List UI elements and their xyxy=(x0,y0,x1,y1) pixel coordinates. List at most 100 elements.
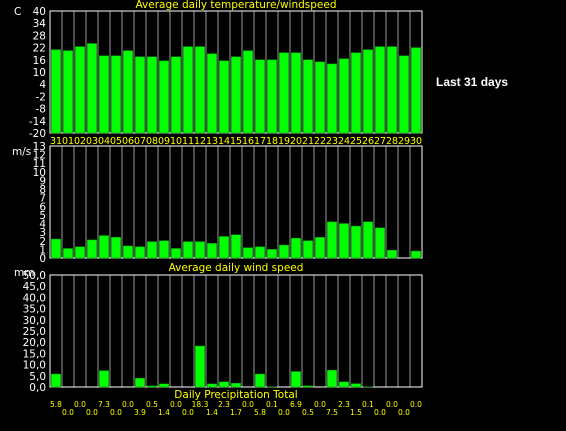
precip-value-label: 0.0 xyxy=(242,400,254,409)
y-tick-label: 0,0 xyxy=(29,382,46,394)
precip-value-label: 6.9 xyxy=(290,400,302,409)
bar xyxy=(315,62,324,133)
bar xyxy=(303,241,312,258)
precip-value-label: 7.3 xyxy=(98,400,110,409)
bar xyxy=(351,226,360,258)
bar xyxy=(207,384,216,387)
precip-value-label: 0.0 xyxy=(374,408,386,417)
date-label: 15 xyxy=(230,136,242,147)
y-axis-label: m/s xyxy=(12,146,31,158)
date-label: 22 xyxy=(314,136,326,147)
bar xyxy=(291,53,300,133)
date-label: 31 xyxy=(50,136,62,147)
date-label: 01 xyxy=(62,136,74,147)
bar xyxy=(135,57,144,133)
precip-value-label: 0.0 xyxy=(74,400,86,409)
y-tick-label: 4 xyxy=(39,79,46,91)
precip-value-label: 0.0 xyxy=(314,400,326,409)
bar xyxy=(135,378,144,387)
y-tick-label: 40 xyxy=(33,6,46,18)
y-tick-label: 45,0 xyxy=(23,281,46,293)
y-tick-label: -20 xyxy=(29,128,46,140)
y-tick-label: 22 xyxy=(33,43,46,55)
bar xyxy=(327,370,336,387)
bar xyxy=(219,236,228,258)
bar xyxy=(195,346,204,387)
bar xyxy=(51,374,60,387)
bar xyxy=(99,236,108,258)
plot-border-3 xyxy=(50,275,422,387)
bar xyxy=(111,56,120,133)
bar xyxy=(267,60,276,133)
bar xyxy=(195,47,204,133)
date-label: 29 xyxy=(398,136,410,147)
bar xyxy=(231,383,240,387)
bar xyxy=(75,47,84,133)
chart-title: Average daily temperature/windspeed xyxy=(135,0,336,11)
bar xyxy=(171,249,180,258)
bar xyxy=(159,241,168,258)
bar xyxy=(243,248,252,258)
bar xyxy=(123,246,132,258)
bar xyxy=(219,382,228,387)
bar xyxy=(351,384,360,387)
y-tick-label: 25,0 xyxy=(23,326,46,338)
precip-value-label: 1.4 xyxy=(206,408,218,417)
date-label: 27 xyxy=(374,136,386,147)
date-label: 20 xyxy=(290,136,302,147)
bar xyxy=(291,372,300,387)
date-label: 14 xyxy=(218,136,230,147)
bar xyxy=(123,51,132,133)
y-axis-label: C xyxy=(14,6,21,18)
date-label: 18 xyxy=(266,136,278,147)
date-label: 17 xyxy=(254,136,266,147)
precip-value-label: 0.0 xyxy=(278,408,290,417)
bar xyxy=(159,384,168,387)
date-label: 19 xyxy=(278,136,290,147)
precip-value-label: 5.8 xyxy=(50,400,62,409)
precip-value-label: 0.1 xyxy=(362,400,374,409)
date-label: 02 xyxy=(74,136,86,147)
bar xyxy=(63,249,72,258)
bar xyxy=(411,251,420,258)
y-axis-label: mm xyxy=(14,267,34,279)
bar xyxy=(363,50,372,133)
date-label: 21 xyxy=(302,136,314,147)
precip-value-label: 0.0 xyxy=(398,408,410,417)
bar xyxy=(147,242,156,258)
y-tick-label: 35,0 xyxy=(23,304,46,316)
date-label: 11 xyxy=(182,136,194,147)
date-label: 16 xyxy=(242,136,254,147)
chart-title: Average daily wind speed xyxy=(169,262,304,274)
date-label: 23 xyxy=(326,136,338,147)
date-label: 04 xyxy=(98,136,110,147)
bar xyxy=(327,64,336,133)
date-label: 25 xyxy=(350,136,362,147)
precip-value-label: 0.5 xyxy=(146,400,158,409)
bar xyxy=(99,56,108,133)
precip-value-label: 0.0 xyxy=(122,400,134,409)
bar xyxy=(339,382,348,387)
bar xyxy=(183,242,192,258)
precip-value-label: 0.0 xyxy=(62,408,74,417)
bar xyxy=(267,249,276,258)
precip-value-label: 7.5 xyxy=(326,408,338,417)
precip-value-label: 2.3 xyxy=(338,400,350,409)
y-tick-label: 34 xyxy=(33,18,47,30)
y-tick-label: 20,0 xyxy=(23,337,46,349)
bar xyxy=(339,224,348,258)
bar xyxy=(387,47,396,133)
precip-value-label: 0.1 xyxy=(266,400,278,409)
date-label: 06 xyxy=(122,136,134,147)
bar xyxy=(255,247,264,258)
bar xyxy=(303,386,312,387)
bar xyxy=(147,57,156,133)
y-tick-label: 10,0 xyxy=(23,360,46,372)
bar xyxy=(159,61,168,133)
precip-value-label: 1.7 xyxy=(230,408,242,417)
date-label: 28 xyxy=(386,136,398,147)
bar xyxy=(279,245,288,258)
bar xyxy=(87,240,96,258)
y-tick-label: 28 xyxy=(33,30,46,42)
bar xyxy=(219,61,228,133)
